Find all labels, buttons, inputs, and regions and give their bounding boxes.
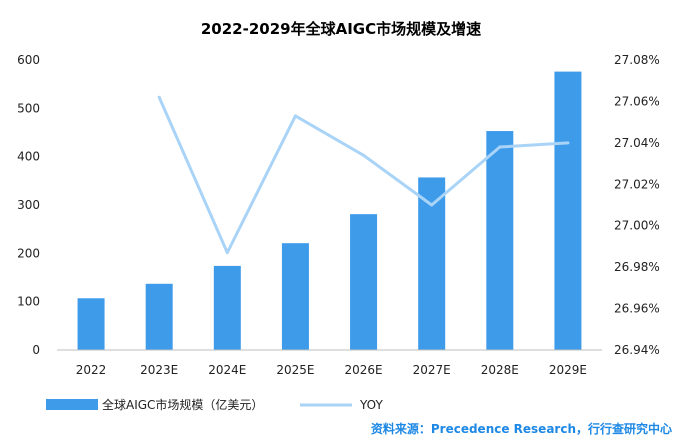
left-y-tick-label: 100 bbox=[17, 295, 40, 309]
legend-line-label: YOY bbox=[359, 398, 383, 412]
x-axis-ticks: 2022 2023E 2024E 2025E 2026E 2027E 2028E 2029E bbox=[76, 363, 587, 377]
yoy-point-2026E bbox=[362, 153, 366, 157]
source-note: 资料来源：Precedence Research，行行查研究中心 bbox=[371, 421, 672, 436]
right-y-tick-label: 27.06% bbox=[614, 94, 660, 108]
bar-2024E bbox=[213, 265, 241, 350]
x-tick-label: 2025E bbox=[276, 363, 314, 377]
x-tick-label: 2028E bbox=[481, 363, 519, 377]
legend: 全球AIGC市场规模（亿美元） YOY bbox=[46, 397, 383, 412]
right-y-tick-label: 26.96% bbox=[614, 302, 660, 316]
yoy-point-2029E bbox=[566, 141, 570, 145]
x-tick-label: 2022 bbox=[76, 363, 107, 377]
yoy-point-2028E bbox=[498, 145, 502, 149]
legend-bar-swatch bbox=[46, 399, 98, 410]
yoy-line-series bbox=[157, 95, 570, 255]
bar-2026E bbox=[350, 214, 378, 350]
left-y-tick-label: 500 bbox=[17, 101, 40, 115]
bar-2025E bbox=[281, 243, 309, 350]
x-tick-label: 2024E bbox=[208, 363, 246, 377]
bar-2028E bbox=[486, 131, 514, 350]
x-tick-label: 2027E bbox=[413, 363, 451, 377]
bar-2022 bbox=[77, 298, 105, 350]
legend-bar-label: 全球AIGC市场规模（亿美元） bbox=[102, 397, 263, 412]
left-y-tick-label: 300 bbox=[17, 198, 40, 212]
chart-title: 2022-2029年全球AIGC市场规模及增速 bbox=[201, 20, 481, 38]
left-y-tick-label: 400 bbox=[17, 150, 40, 164]
bar-2029E bbox=[554, 71, 582, 350]
right-y-tick-label: 26.98% bbox=[614, 260, 660, 274]
left-y-tick-label: 200 bbox=[17, 246, 40, 260]
yoy-point-2027E bbox=[430, 203, 434, 207]
yoy-point-2023E bbox=[157, 95, 161, 99]
bar-2023E bbox=[145, 283, 173, 350]
yoy-point-2025E bbox=[293, 114, 297, 118]
right-y-tick-label: 27.00% bbox=[614, 219, 660, 233]
right-y-tick-label: 26.94% bbox=[614, 343, 660, 357]
bar-series bbox=[77, 71, 582, 350]
right-y-tick-label: 27.04% bbox=[614, 136, 660, 150]
right-y-tick-label: 27.02% bbox=[614, 177, 660, 191]
x-tick-label: 2029E bbox=[549, 363, 587, 377]
x-tick-label: 2023E bbox=[140, 363, 178, 377]
left-y-tick-label: 600 bbox=[17, 53, 40, 67]
x-tick-label: 2026E bbox=[345, 363, 383, 377]
yoy-point-2024E bbox=[225, 251, 229, 255]
right-y-tick-label: 27.08% bbox=[614, 53, 660, 67]
left-y-axis-ticks: 0 100 200 300 400 500 600 bbox=[17, 53, 40, 357]
left-y-tick-label: 0 bbox=[32, 343, 40, 357]
right-y-axis-ticks: 26.94% 26.96% 26.98% 27.00% 27.02% 27.04% 27.0… bbox=[614, 53, 660, 357]
